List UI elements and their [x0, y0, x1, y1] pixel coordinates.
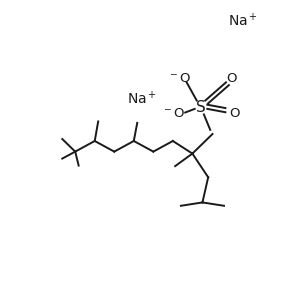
Text: $^-$O: $^-$O	[162, 107, 186, 120]
Text: $^-$O: $^-$O	[168, 72, 191, 85]
Text: O: O	[226, 72, 236, 85]
Text: O: O	[229, 107, 239, 120]
Text: Na$^+$: Na$^+$	[228, 12, 258, 30]
Text: S: S	[196, 100, 206, 115]
Text: Na$^+$: Na$^+$	[127, 91, 157, 108]
